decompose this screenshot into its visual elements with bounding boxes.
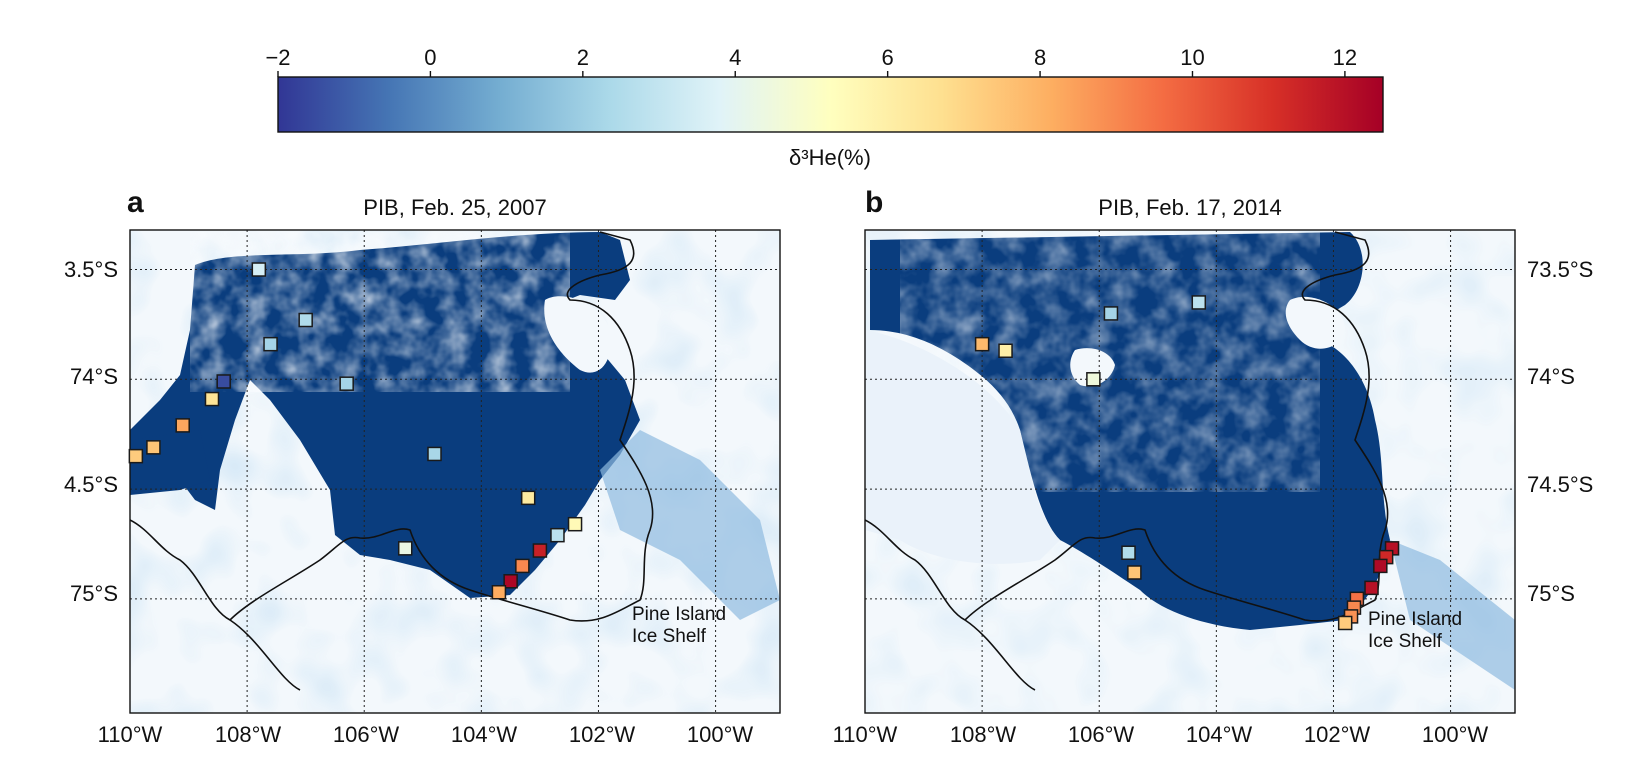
panel-b-lon-labels: 110°W 108°W 106°W 104°W 102°W 100°W bbox=[833, 722, 1489, 747]
panel-b-station-marker bbox=[998, 343, 1013, 358]
panel-a-lat-label: 3.5°S bbox=[64, 257, 118, 282]
panel-a-pack-ice bbox=[190, 232, 570, 392]
panel-a-station-marker bbox=[532, 543, 548, 558]
panel-a-station-marker bbox=[567, 516, 583, 532]
panel-a-lon-label: 106°W bbox=[333, 722, 400, 747]
panel-b-ice-tongue bbox=[1285, 296, 1345, 349]
panel-a-map bbox=[130, 230, 780, 713]
panel-a-title: PIB, Feb. 25, 2007 bbox=[363, 195, 546, 220]
panel-b-letter: b bbox=[865, 186, 883, 219]
panel-a-lat-label: 4.5°S bbox=[64, 472, 118, 497]
panel-b-annotation-line2: Ice Shelf bbox=[1368, 631, 1443, 652]
panel-a-station-marker bbox=[491, 585, 507, 600]
panel-a-station-marker bbox=[550, 527, 565, 543]
colorbar-gradient bbox=[277, 76, 1384, 133]
panel-a-coastline bbox=[130, 231, 654, 691]
panel-b-ice-front bbox=[1390, 540, 1515, 690]
colorbar-tick-label: 8 bbox=[1034, 45, 1046, 70]
colorbar-tick-label: 6 bbox=[882, 45, 894, 70]
colorbar-tick-label: 0 bbox=[424, 45, 436, 70]
panel-b-station-marker bbox=[974, 336, 990, 352]
panel-b-lon-label: 104°W bbox=[1186, 722, 1253, 747]
panel-b-annotation-line1: Pine Island bbox=[1368, 609, 1462, 630]
panel-b-lon-label: 106°W bbox=[1068, 722, 1135, 747]
panel-a-station-marker bbox=[339, 376, 354, 391]
panel-b-title: PIB, Feb. 17, 2014 bbox=[1098, 195, 1281, 220]
panel-a-lon-label: 100°W bbox=[687, 722, 754, 747]
panel-b-lat-labels: 73.5°S 74°S 74.5°S 75°S bbox=[1527, 257, 1593, 606]
panel-a-station-marker bbox=[216, 374, 231, 389]
panel-a-lat-labels: 3.5°S 74°S 4.5°S 75°S bbox=[64, 257, 118, 606]
panel-b-station-marker bbox=[1373, 558, 1388, 574]
panel-a-station-marker bbox=[146, 440, 161, 455]
panel-b-lon-label: 110°W bbox=[833, 722, 898, 747]
panel-b-station-marker bbox=[1337, 615, 1353, 631]
panel-a-station-marker bbox=[251, 262, 267, 277]
panel-a-station-marker bbox=[298, 312, 313, 328]
panel-a-station-marker bbox=[263, 336, 278, 352]
panel-a-lon-label: 104°W bbox=[451, 722, 518, 747]
panel-a-lon-labels: 110°W 108°W 106°W 104°W 102°W 100°W bbox=[98, 722, 754, 747]
panel-a-station-marker bbox=[520, 490, 536, 506]
panel-a-station-marker bbox=[128, 448, 144, 464]
colorbar-tick-label: 2 bbox=[577, 45, 589, 70]
panel-a-stations bbox=[128, 262, 583, 600]
panel-a-lon-label: 108°W bbox=[215, 722, 282, 747]
panel-a-station-marker bbox=[515, 558, 530, 574]
panel-b-west-ice bbox=[865, 330, 1060, 564]
panel-b-station-marker bbox=[1086, 372, 1101, 387]
panel-b-lat-label: 75°S bbox=[1527, 581, 1575, 606]
panel-b-station-marker bbox=[1364, 580, 1379, 596]
colorbar-tick-label: 12 bbox=[1333, 45, 1357, 70]
panel-b-lon-label: 100°W bbox=[1422, 722, 1489, 747]
panel-b-lat-label: 73.5°S bbox=[1527, 257, 1593, 282]
panel-b-lon-label: 102°W bbox=[1304, 722, 1371, 747]
panel-a-station-marker bbox=[427, 446, 442, 462]
colorbar-tick-label: 10 bbox=[1180, 45, 1204, 70]
panel-b-frame bbox=[864, 229, 1516, 714]
colorbar-tick-label: −2 bbox=[265, 45, 290, 70]
panel-b: b PIB, Feb. 17, 2014 73.5°S 74°S 74.5°S … bbox=[833, 186, 1594, 747]
panel-a-lon-label: 110°W bbox=[98, 722, 163, 747]
panel-a: a PIB, Feb. 25, 2007 3.5°S 74°S 4.5°S 75… bbox=[64, 186, 781, 747]
panel-b-station-marker bbox=[1191, 295, 1207, 310]
panel-b-station-marker bbox=[1127, 565, 1142, 580]
panel-a-station-marker bbox=[503, 574, 518, 589]
panel-b-station-marker bbox=[1121, 545, 1136, 560]
panel-a-lon-label: 102°W bbox=[569, 722, 636, 747]
panel-a-annotation-line1: Pine Island bbox=[632, 604, 726, 625]
colorbar-tick-label: 4 bbox=[729, 45, 741, 70]
panel-b-lat-label: 74°S bbox=[1527, 364, 1575, 389]
panel-b-lat-label: 74.5°S bbox=[1527, 472, 1593, 497]
panel-b-lon-label: 108°W bbox=[950, 722, 1017, 747]
panel-a-frame bbox=[129, 229, 781, 714]
colorbar: −2 0 2 4 6 8 10 12 δ³He(%) bbox=[265, 45, 1384, 170]
panel-a-station-marker bbox=[204, 391, 220, 407]
colorbar-ticks: −2 0 2 4 6 8 10 12 bbox=[265, 45, 1357, 77]
panel-b-station-marker bbox=[1103, 306, 1119, 321]
panel-a-grid bbox=[130, 230, 780, 713]
panel-b-stations bbox=[974, 295, 1400, 631]
panel-a-station-marker bbox=[397, 541, 413, 556]
panel-a-letter: a bbox=[127, 186, 144, 219]
panel-b-ice-island bbox=[1070, 348, 1115, 387]
panel-a-ice-tongue bbox=[544, 296, 611, 373]
panel-b-coastline bbox=[865, 231, 1389, 691]
panel-a-station-marker bbox=[175, 418, 190, 433]
panel-a-annotation-line2: Ice Shelf bbox=[632, 626, 707, 647]
panel-b-grid bbox=[865, 230, 1515, 713]
panel-b-map bbox=[865, 230, 1515, 713]
panel-a-ice-front bbox=[600, 430, 780, 620]
colorbar-label: δ³He(%) bbox=[789, 145, 871, 170]
panel-a-lat-label: 75°S bbox=[70, 581, 118, 606]
panel-a-lat-label: 74°S bbox=[70, 364, 118, 389]
